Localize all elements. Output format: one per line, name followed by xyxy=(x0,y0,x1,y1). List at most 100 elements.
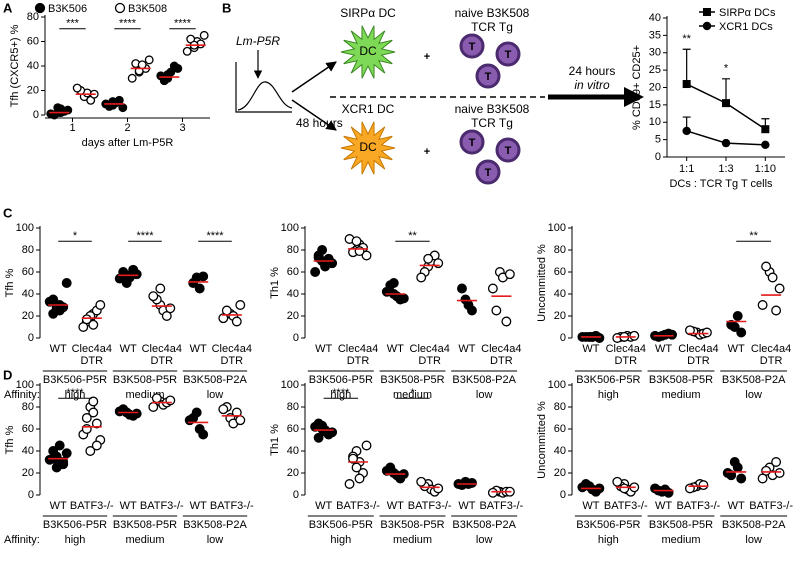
data-point xyxy=(313,432,324,443)
group-label: DTR xyxy=(418,355,441,367)
x-tick-label: 1:1 xyxy=(679,163,694,175)
axes-icon xyxy=(235,62,292,113)
data-point xyxy=(433,483,444,494)
significance-label: **** xyxy=(66,387,84,399)
tcell-label: naive B3K508 xyxy=(455,102,530,116)
data-point xyxy=(131,269,142,280)
y-tick-label: 60 xyxy=(287,266,299,278)
significance-label: * xyxy=(724,63,729,75)
group-label: WT xyxy=(50,343,67,355)
category-label: B3K508-P2A xyxy=(183,374,247,386)
y-tick-label: 60 xyxy=(22,423,34,435)
schematic: Lm-P5R 48 hours SIRPα DC DC XCR1 DC DC +… xyxy=(235,6,644,185)
x-tick-label: 1:3 xyxy=(718,163,733,175)
group-label: WT xyxy=(120,500,137,512)
data-point xyxy=(313,252,324,263)
data-point xyxy=(46,109,56,119)
significance-label: **** xyxy=(332,387,350,399)
data-point xyxy=(361,250,372,261)
data-point xyxy=(467,477,477,488)
data-point xyxy=(682,126,691,136)
y-tick-label: 0 xyxy=(655,151,661,163)
y-tick-label: 10 xyxy=(649,116,661,128)
data-point xyxy=(218,404,229,415)
data-point xyxy=(501,316,512,327)
y-tick-label: 0 xyxy=(293,489,299,501)
affinity-label: low xyxy=(745,389,762,401)
category-label: B3K508-P5R xyxy=(649,519,713,531)
y-tick-label: 0 xyxy=(560,332,566,344)
data-point xyxy=(487,283,498,294)
data-point xyxy=(121,278,132,288)
y-tick-label: 60 xyxy=(22,266,34,278)
tcell-group: T T T T T T xyxy=(459,33,521,185)
y-axis-label: Uncommitted % xyxy=(536,401,548,479)
data-point xyxy=(144,55,154,65)
group-label: Clec4a4 xyxy=(678,343,718,355)
y-tick-label: 20 xyxy=(554,310,566,322)
data-point xyxy=(61,448,72,459)
tcell-icon-label: T xyxy=(485,71,492,83)
affinity-label: low xyxy=(745,534,762,546)
dc-label: XCR1 DC xyxy=(342,102,395,116)
data-point xyxy=(416,476,427,487)
y-tick-label: 40 xyxy=(649,12,661,24)
y-tick-label: 100 xyxy=(16,222,34,234)
legend-marker xyxy=(114,2,126,14)
dc-icon-label: DC xyxy=(359,140,377,154)
group-label: WT xyxy=(458,343,475,355)
category-label: B3K508-P2A xyxy=(722,519,786,531)
data-point xyxy=(701,327,712,338)
group-label: DTR xyxy=(80,355,103,367)
y-tick-label: 20 xyxy=(287,310,299,322)
group-label: Clec4a4 xyxy=(751,343,791,355)
group-label: Clec4a4 xyxy=(72,343,112,355)
group-label: WT xyxy=(655,343,672,355)
data-point xyxy=(667,329,678,340)
y-tick-label: 0 xyxy=(28,489,34,501)
data-point xyxy=(487,487,498,498)
y-tick-label: 40 xyxy=(27,60,39,72)
data-point xyxy=(148,291,159,302)
data-point xyxy=(354,246,365,257)
y-axis-label: Tfh % xyxy=(4,425,16,454)
y-tick-label: 100 xyxy=(16,379,34,391)
data-point xyxy=(165,303,176,314)
y-tick-label: 100 xyxy=(548,379,566,391)
data-point xyxy=(54,440,65,451)
data-point xyxy=(51,462,62,473)
y-tick-label: 20 xyxy=(554,467,566,479)
y-tick-label: 60 xyxy=(287,423,299,435)
y-tick-label: 0 xyxy=(560,489,566,501)
data-point xyxy=(58,457,69,467)
category-label: B3K506-P5R xyxy=(576,519,640,531)
affinity-label: high xyxy=(330,534,351,546)
data-point xyxy=(194,283,205,294)
arrow xyxy=(291,99,337,131)
data-point xyxy=(81,424,92,434)
y-tick-label: 5 xyxy=(655,134,661,146)
group-label: BATF3-/- xyxy=(140,500,184,512)
dc-icon-label: DC xyxy=(359,44,377,58)
y-tick-label: 100 xyxy=(281,379,299,391)
data-point xyxy=(155,283,166,294)
y-tick-label: 60 xyxy=(554,423,566,435)
category-label: B3K508-P2A xyxy=(183,519,247,531)
y-tick-label: 15 xyxy=(649,99,661,111)
data-point xyxy=(351,462,362,473)
tcell-icon xyxy=(459,33,485,59)
group-label: DTR xyxy=(687,355,710,367)
data-point xyxy=(156,71,166,81)
data-point xyxy=(761,125,770,134)
y-tick-label: 20 xyxy=(649,81,661,93)
group-label: WT xyxy=(190,500,207,512)
data-point xyxy=(612,476,623,487)
tcell-icon xyxy=(475,159,501,185)
data-point xyxy=(767,272,778,283)
significance-label: ** xyxy=(749,230,758,242)
data-point xyxy=(504,269,515,280)
significance-label: **** xyxy=(206,230,224,242)
y-tick-label: 40 xyxy=(554,445,566,457)
tcell-icon-label: T xyxy=(505,49,512,61)
y-tick-label: 35 xyxy=(649,29,661,41)
